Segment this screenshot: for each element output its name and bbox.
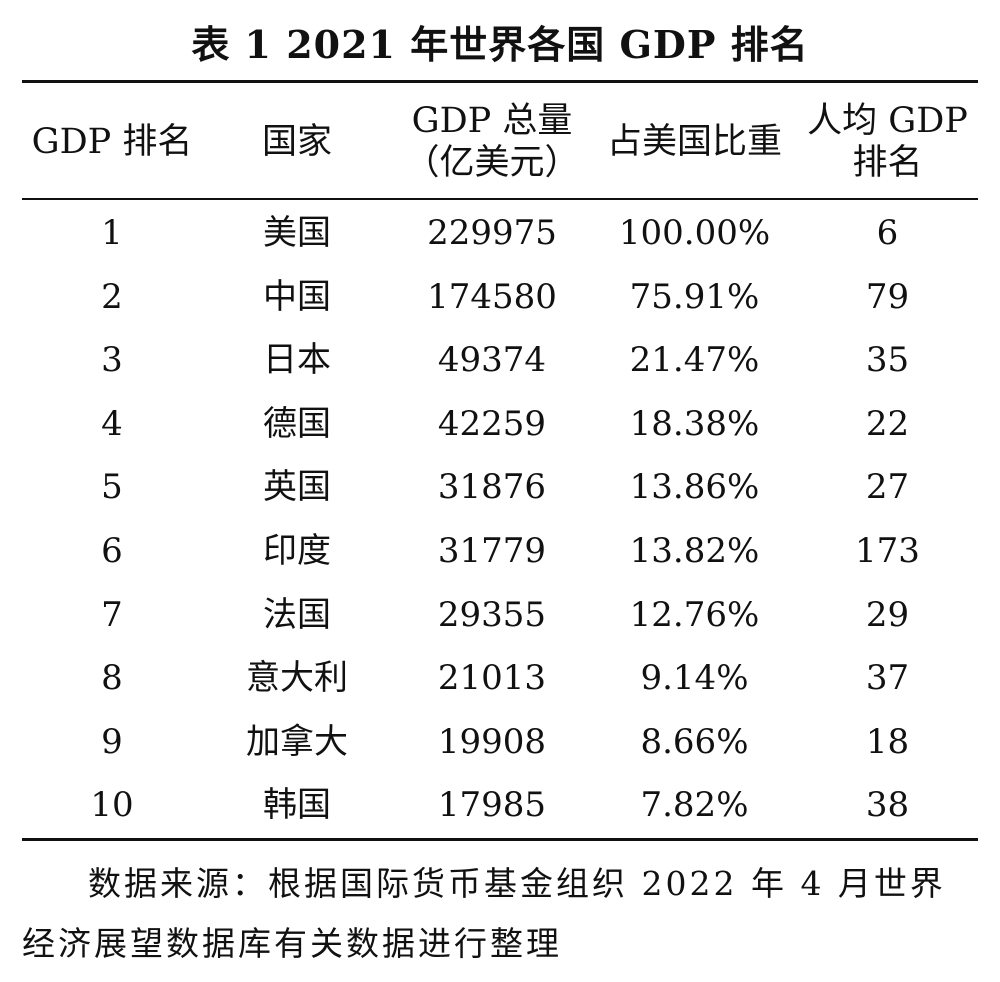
cell-country: 加拿大 (246, 721, 348, 762)
cell-country: 德国 (263, 403, 331, 444)
cell-country: 意大利 (246, 658, 348, 699)
cell-share-of-us: 21.47% (629, 340, 760, 381)
cell-gdp-total: 21013 (437, 658, 547, 699)
table-row: 7 法国 29355 12.76% 29 (0, 583, 1000, 647)
cell-gdp-rank: 8 (101, 658, 123, 699)
header-per-capita-rank: 人均 GDP 排名 (797, 90, 978, 194)
header-gdp-total-line2: （亿美元） (404, 143, 580, 183)
cell-gdp-rank: 7 (101, 594, 123, 635)
table-top-rule (22, 80, 978, 83)
header-share-of-us: 占美国比重 (606, 122, 782, 162)
cell-country: 法国 (263, 594, 331, 635)
cell-gdp-total: 31876 (437, 467, 547, 508)
cell-share-of-us: 8.66% (640, 721, 749, 762)
header-gdp-total-line1: GDP 总量 (411, 101, 573, 141)
cell-gdp-total: 29355 (437, 594, 547, 635)
cell-share-of-us: 12.76% (629, 594, 760, 635)
cell-per-capita-rank: 37 (865, 658, 910, 699)
cell-country: 美国 (263, 213, 331, 253)
cell-per-capita-rank: 22 (865, 403, 910, 444)
table-row: 2 中国 174580 75.91% 79 (0, 265, 1000, 329)
cell-share-of-us: 13.82% (629, 531, 760, 571)
cell-country: 英国 (263, 467, 331, 508)
cell-share-of-us: 7.82% (640, 785, 749, 826)
header-gdp-rank: GDP 排名 (31, 122, 193, 162)
cell-gdp-total: 229975 (427, 213, 557, 253)
cell-gdp-total: 19908 (437, 721, 547, 762)
header-per-capita-line2: 排名 (852, 143, 923, 183)
cell-per-capita-rank: 79 (865, 276, 910, 317)
cell-share-of-us: 100.00% (618, 213, 771, 253)
cell-country: 印度 (263, 531, 331, 571)
table-row: 1 美国 229975 100.00% 6 (0, 201, 1000, 265)
table-row: 10 韩国 17985 7.82% 38 (0, 773, 1000, 837)
cell-gdp-rank: 2 (101, 276, 123, 317)
cell-country: 韩国 (263, 785, 331, 826)
cell-per-capita-rank: 27 (865, 467, 910, 508)
cell-gdp-total: 31779 (437, 531, 547, 571)
header-per-capita-line1: 人均 GDP (807, 101, 968, 141)
table-row: 6 印度 31779 13.82% 173 (0, 519, 1000, 583)
cell-per-capita-rank: 6 (876, 213, 899, 253)
cell-gdp-total: 49374 (437, 340, 547, 381)
cell-gdp-rank: 3 (101, 340, 123, 381)
cell-gdp-rank: 9 (101, 721, 123, 762)
cell-country: 日本 (263, 340, 331, 381)
cell-gdp-total: 17985 (437, 785, 547, 826)
table-bottom-rule (22, 838, 978, 841)
header-country: 国家 (261, 122, 332, 162)
cell-per-capita-rank: 18 (865, 721, 910, 762)
table-row: 5 英国 31876 13.86% 27 (0, 455, 1000, 519)
cell-per-capita-rank: 38 (865, 785, 910, 826)
table-header-rule (22, 198, 978, 200)
table-row: 3 日本 49374 21.47% 35 (0, 328, 1000, 392)
cell-gdp-rank: 4 (101, 403, 123, 444)
cell-gdp-total: 174580 (427, 276, 557, 317)
source-note-line2: 经济展望数据库有关数据进行整理 (22, 924, 562, 963)
table-row: 8 意大利 21013 9.14% 37 (0, 646, 1000, 710)
table-caption: 表 1 2021 年世界各国 GDP 排名 (191, 22, 809, 67)
cell-gdp-rank: 5 (101, 467, 123, 508)
cell-gdp-rank: 10 (90, 785, 134, 826)
cell-country: 中国 (263, 276, 331, 317)
cell-gdp-rank: 1 (101, 213, 123, 253)
cell-share-of-us: 18.38% (629, 403, 760, 444)
cell-per-capita-rank: 35 (865, 340, 910, 381)
cell-share-of-us: 13.86% (629, 467, 760, 508)
header-gdp-total: GDP 总量 （亿美元） (392, 90, 592, 194)
table-row: 9 加拿大 19908 8.66% 18 (0, 710, 1000, 774)
table-body: 1 美国 229975 100.00% 6 2 中国 174580 75.91% 79 3 日本 493… (0, 201, 1000, 837)
cell-gdp-rank: 6 (101, 531, 123, 571)
cell-share-of-us: 9.14% (640, 658, 749, 699)
source-note-line1: 数据来源：根据国际货币基金组织 2022 年 4 月世界 (88, 864, 946, 903)
cell-gdp-total: 42259 (437, 403, 547, 444)
cell-share-of-us: 75.91% (629, 276, 760, 317)
cell-per-capita-rank: 173 (855, 531, 920, 571)
table-row: 4 德国 42259 18.38% 22 (0, 392, 1000, 456)
cell-per-capita-rank: 29 (865, 594, 910, 635)
